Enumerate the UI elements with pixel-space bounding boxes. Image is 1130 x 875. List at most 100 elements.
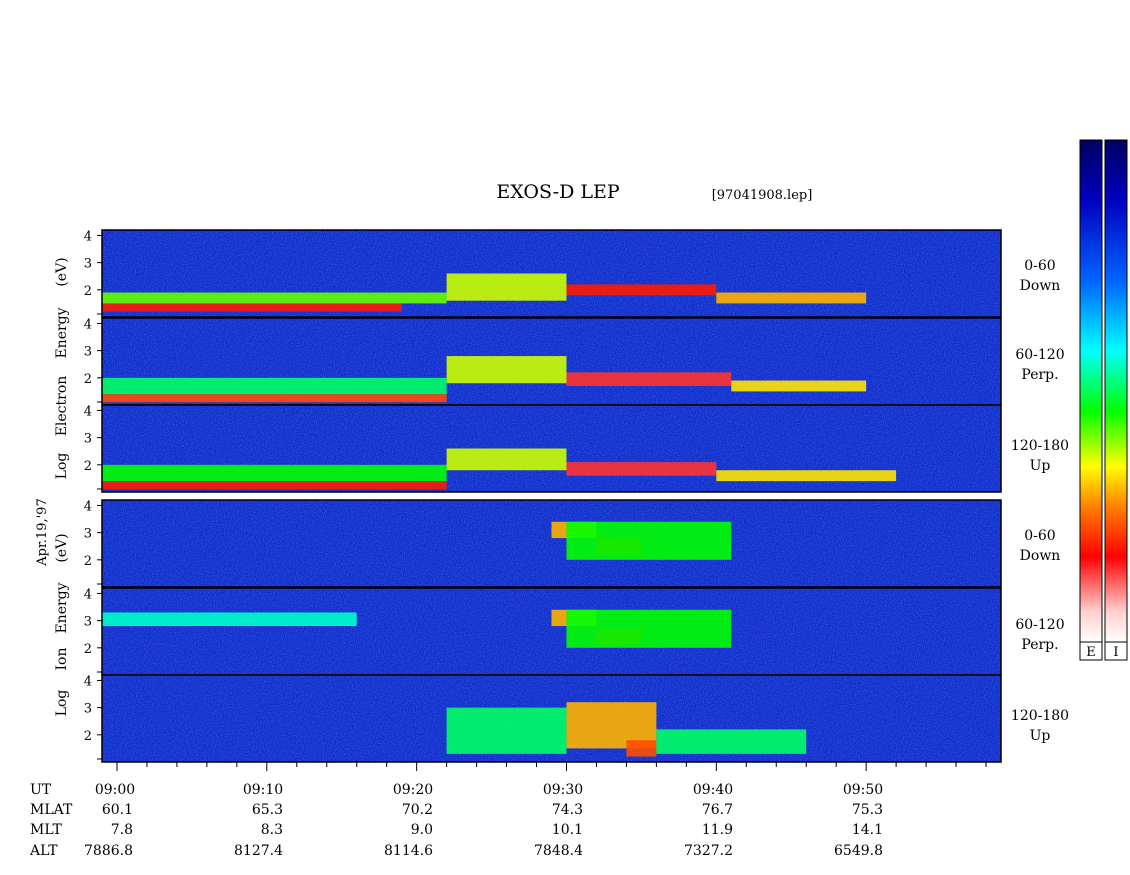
- y-tick-label: 2: [84, 284, 92, 299]
- electron-0-60-band-0: [102, 303, 402, 312]
- i-dir-0: Down: [1020, 548, 1061, 564]
- electron-0-60-band-4: [716, 292, 867, 304]
- ut-3: 09:30: [543, 782, 583, 798]
- i-dir-2: Up: [1030, 728, 1051, 744]
- y-tick-label: 4: [84, 674, 92, 689]
- ion-120-180-band-3: [656, 729, 807, 754]
- y-tick-label: 3: [84, 527, 92, 542]
- mlt-2: 9.0: [411, 822, 433, 838]
- mlat-5: 75.3: [852, 802, 883, 818]
- electron-120-180-band-2: [446, 448, 567, 471]
- panel-frame: [101, 404, 1002, 493]
- electron-ylabel-log: Log: [54, 453, 70, 480]
- electron-panel-120-180: 2 3 4: [84, 404, 1002, 493]
- ion-panel-0-60: 2 3 4: [84, 499, 1002, 588]
- electron-ylabel-unit: (eV): [54, 257, 70, 286]
- colorbar-electron: E: [1079, 139, 1103, 661]
- alt-2: 8114.6: [384, 843, 433, 859]
- electron-60-120-band-1: [102, 377, 447, 395]
- panel-noise: [102, 588, 1001, 675]
- i-dir-1: Perp.: [1021, 637, 1058, 653]
- ion-panel-60-120: 2 3 4: [84, 587, 1002, 676]
- e-dir-2: Up: [1030, 458, 1051, 474]
- panel-frame: [101, 229, 1002, 318]
- electron-ylabel-species: Electron: [54, 376, 70, 437]
- y-tick-label: 3: [84, 432, 92, 447]
- y-tick-label: 4: [84, 229, 92, 244]
- mlt-5: 14.1: [852, 822, 883, 838]
- file-label: [97041908.lep]: [712, 188, 813, 203]
- y-tick-label: 4: [84, 404, 92, 419]
- mlat-0: 60.1: [102, 802, 133, 818]
- alt-4: 7327.2: [684, 843, 733, 859]
- mlat-4: 76.7: [702, 802, 733, 818]
- mlt-4: 11.9: [702, 822, 733, 838]
- panel-labels: 0-60 Down 60-120 Perp. 120-180 Up 0-60 D…: [1011, 258, 1069, 744]
- electron-120-180-band-3: [566, 462, 717, 476]
- electron-120-180-band-0: [102, 481, 447, 490]
- electron-panel-60-120: 2 3 4: [84, 317, 1002, 406]
- ion-ylabel-log: Log: [54, 690, 70, 717]
- mlt-1: 8.3: [261, 822, 283, 838]
- electron-panel-0-60: 2 3 4: [84, 229, 1002, 318]
- row-label-mlt: MLT: [30, 822, 62, 838]
- ut-0: 09:00: [95, 782, 135, 798]
- electron-0-60-band-3: [566, 284, 717, 296]
- e-dir-1: Perp.: [1021, 367, 1058, 383]
- y-tick-label: 2: [84, 642, 92, 657]
- ion-panel-120-180: 2 3 4: [84, 674, 1002, 763]
- y-tick-label: 3: [84, 257, 92, 272]
- ephemeris-table: UT MLAT MLT ALT 09:00 09:10 09:20 09:30 …: [29, 782, 883, 859]
- row-label-alt: ALT: [29, 843, 58, 859]
- mlat-2: 70.2: [402, 802, 433, 818]
- y-tick-label: 3: [84, 702, 92, 717]
- electron-0-60-band-1: [102, 292, 447, 304]
- alt-3: 7848.4: [534, 843, 583, 859]
- colorbar-e-label: E: [1086, 645, 1096, 660]
- mlat-3: 74.3: [552, 802, 583, 818]
- y-tick-label: 3: [84, 615, 92, 630]
- ion-ylabel-species: Ion: [54, 648, 70, 671]
- ion-ylabel: Log Ion Energy (eV): [54, 533, 70, 716]
- electron-60-120-band-3: [566, 372, 732, 386]
- mlt-0: 7.8: [111, 822, 133, 838]
- i-angle-1: 60-120: [1015, 617, 1064, 633]
- ion-120-180-band-2: [626, 740, 657, 757]
- i-angle-2: 120-180: [1011, 708, 1069, 724]
- e-angle-2: 120-180: [1011, 438, 1069, 454]
- panel-frame: [101, 499, 1002, 588]
- y-tick-label: 2: [84, 729, 92, 744]
- alt-0: 7886.8: [84, 843, 133, 859]
- time-axis: [116, 762, 987, 771]
- y-tick-label: 2: [84, 459, 92, 474]
- alt-1: 8127.4: [234, 843, 283, 859]
- electron-60-120-band-4: [731, 380, 867, 392]
- mlt-3: 10.1: [552, 822, 583, 838]
- ut-1: 09:10: [243, 782, 283, 798]
- row-label-mlat: MLAT: [30, 802, 73, 818]
- electron-60-120-band-0: [102, 394, 447, 403]
- ut-4: 09:40: [693, 782, 733, 798]
- e-angle-0: 0-60: [1024, 258, 1055, 274]
- y-tick-label: 2: [84, 372, 92, 387]
- y-tick-label: 4: [84, 587, 92, 602]
- y-tick-label: 4: [84, 499, 92, 514]
- colorbar-i-label: I: [1113, 645, 1118, 660]
- e-dir-0: Down: [1020, 278, 1061, 294]
- ion-0-60-band-2: [566, 521, 732, 560]
- ion-60-120-band-0: [102, 612, 357, 627]
- row-label-ut: UT: [30, 782, 52, 798]
- electron-120-180-band-1: [102, 464, 447, 482]
- i-angle-0: 0-60: [1024, 528, 1055, 544]
- panel-noise: [102, 500, 1001, 587]
- y-tick-label: 2: [84, 554, 92, 569]
- ion-120-180-band-0: [446, 707, 567, 754]
- ion-ylabel-unit: (eV): [54, 533, 70, 562]
- electron-120-180-band-4: [716, 470, 897, 482]
- date-label: Apr.19,'97: [35, 498, 50, 566]
- electron-0-60-band-2: [446, 273, 567, 301]
- alt-5: 6549.8: [834, 843, 883, 859]
- ion-group: 2 3 4 2 3 4 2 3 4: [84, 499, 1002, 763]
- y-tick-label: 3: [84, 345, 92, 360]
